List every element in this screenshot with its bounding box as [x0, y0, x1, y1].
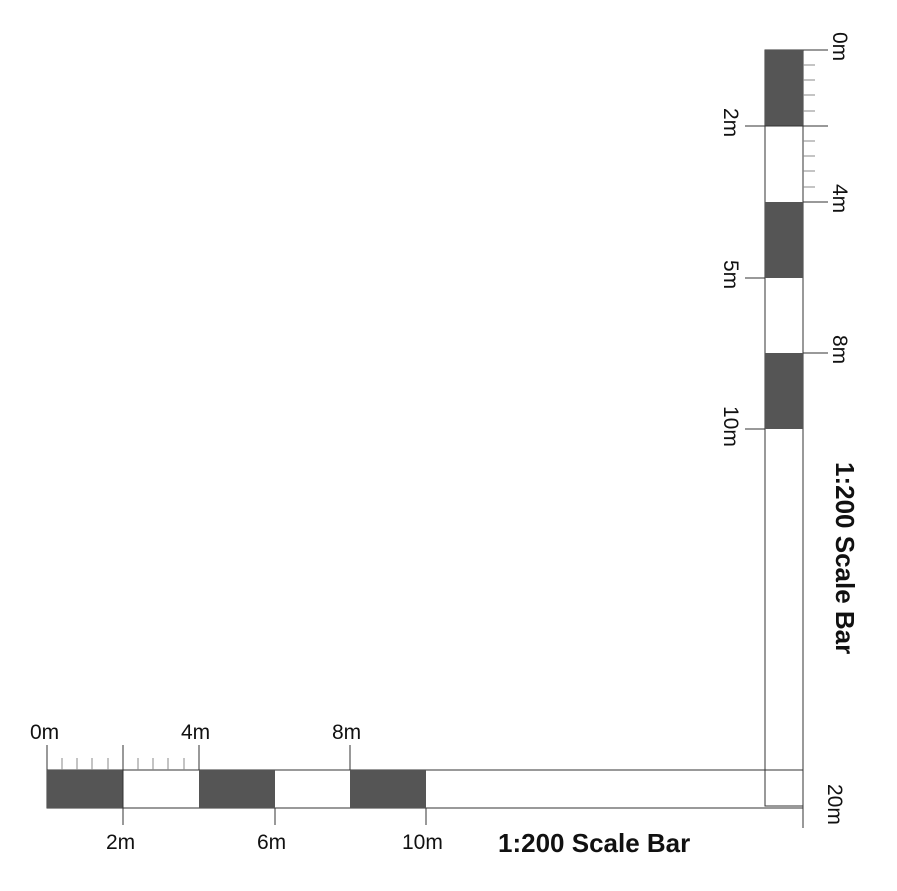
vertical-segment-fill-3	[765, 353, 803, 429]
vertical-segment-fill-2	[765, 202, 803, 278]
horizontal-label-8m: 8m	[332, 721, 361, 744]
horizontal-label-0m: 0m	[30, 721, 59, 744]
horizontal-label-2m: 2m	[106, 831, 135, 854]
vertical-minor-ticks-b	[803, 140, 815, 188]
horizontal-segment-fill-3	[350, 770, 426, 808]
vertical-scale-bar: 0m 4m 8m 20m 2m 5m 10m 1:200 Scale Bar	[719, 32, 860, 828]
horizontal-segment-fill-1	[47, 770, 123, 808]
vertical-label-0m: 0m	[828, 32, 851, 61]
vertical-label-5m: 5m	[719, 260, 742, 289]
vertical-scale-title: 1:200 Scale Bar	[830, 462, 860, 654]
vertical-minor-ticks-a	[803, 64, 815, 112]
horizontal-minor-ticks-a	[61, 758, 109, 770]
horizontal-minor-ticks-b	[137, 758, 185, 770]
horizontal-label-10m: 10m	[402, 831, 443, 854]
vertical-segment-fill-1	[765, 50, 803, 126]
horizontal-label-4m: 4m	[181, 721, 210, 744]
vertical-label-20m: 20m	[823, 784, 846, 825]
vertical-label-8m: 8m	[828, 335, 851, 364]
vertical-label-10m: 10m	[719, 406, 742, 447]
horizontal-scale-bar: 0m 4m 8m 2m 6m 10m 1:200 Scale Bar	[30, 721, 804, 858]
horizontal-label-6m: 6m	[257, 831, 286, 854]
horizontal-scale-title: 1:200 Scale Bar	[498, 828, 690, 858]
vertical-label-4m: 4m	[828, 184, 851, 213]
horizontal-segment-fill-2	[199, 770, 275, 808]
vertical-label-2m: 2m	[719, 108, 742, 137]
